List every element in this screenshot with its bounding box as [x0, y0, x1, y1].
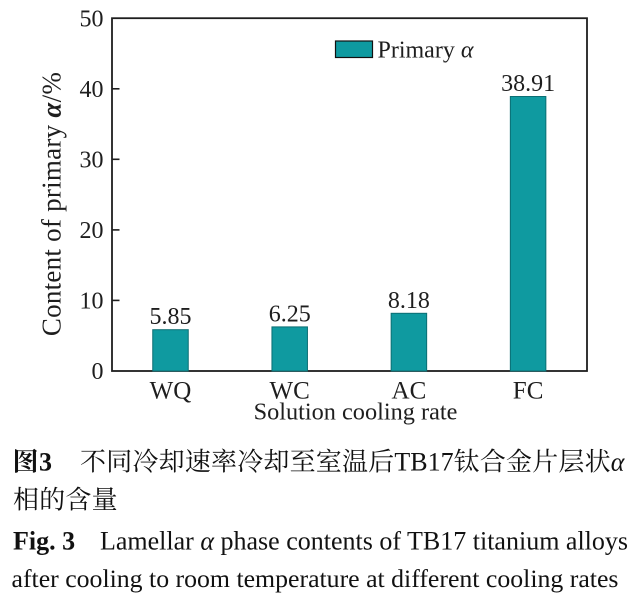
- svg-text:AC: AC: [392, 378, 427, 405]
- svg-text:α: α: [611, 448, 626, 477]
- svg-text:FC: FC: [513, 378, 544, 405]
- svg-text:Solution cooling rate: Solution cooling rate: [254, 399, 458, 426]
- svg-text:10: 10: [80, 289, 104, 315]
- svg-text:5.85: 5.85: [150, 304, 192, 330]
- svg-text:8.18: 8.18: [388, 288, 430, 314]
- svg-text:0: 0: [92, 359, 104, 385]
- svg-text:Primary α: Primary α: [378, 38, 474, 64]
- svg-text:40: 40: [80, 77, 104, 103]
- svg-text:WQ: WQ: [150, 378, 192, 405]
- svg-text:30: 30: [80, 148, 104, 174]
- svg-text:Content of primary α/%: Content of primary α/%: [37, 72, 67, 336]
- svg-text:50: 50: [80, 6, 104, 32]
- svg-text:WC: WC: [270, 378, 310, 405]
- svg-text:after cooling to room temperat: after cooling to room temperature at dif…: [12, 564, 619, 593]
- svg-text:38.91: 38.91: [501, 71, 555, 97]
- svg-text:TB17: TB17: [394, 448, 453, 477]
- svg-text:3: 3: [39, 448, 52, 477]
- svg-text:6.25: 6.25: [269, 301, 311, 327]
- svg-text:20: 20: [80, 218, 104, 244]
